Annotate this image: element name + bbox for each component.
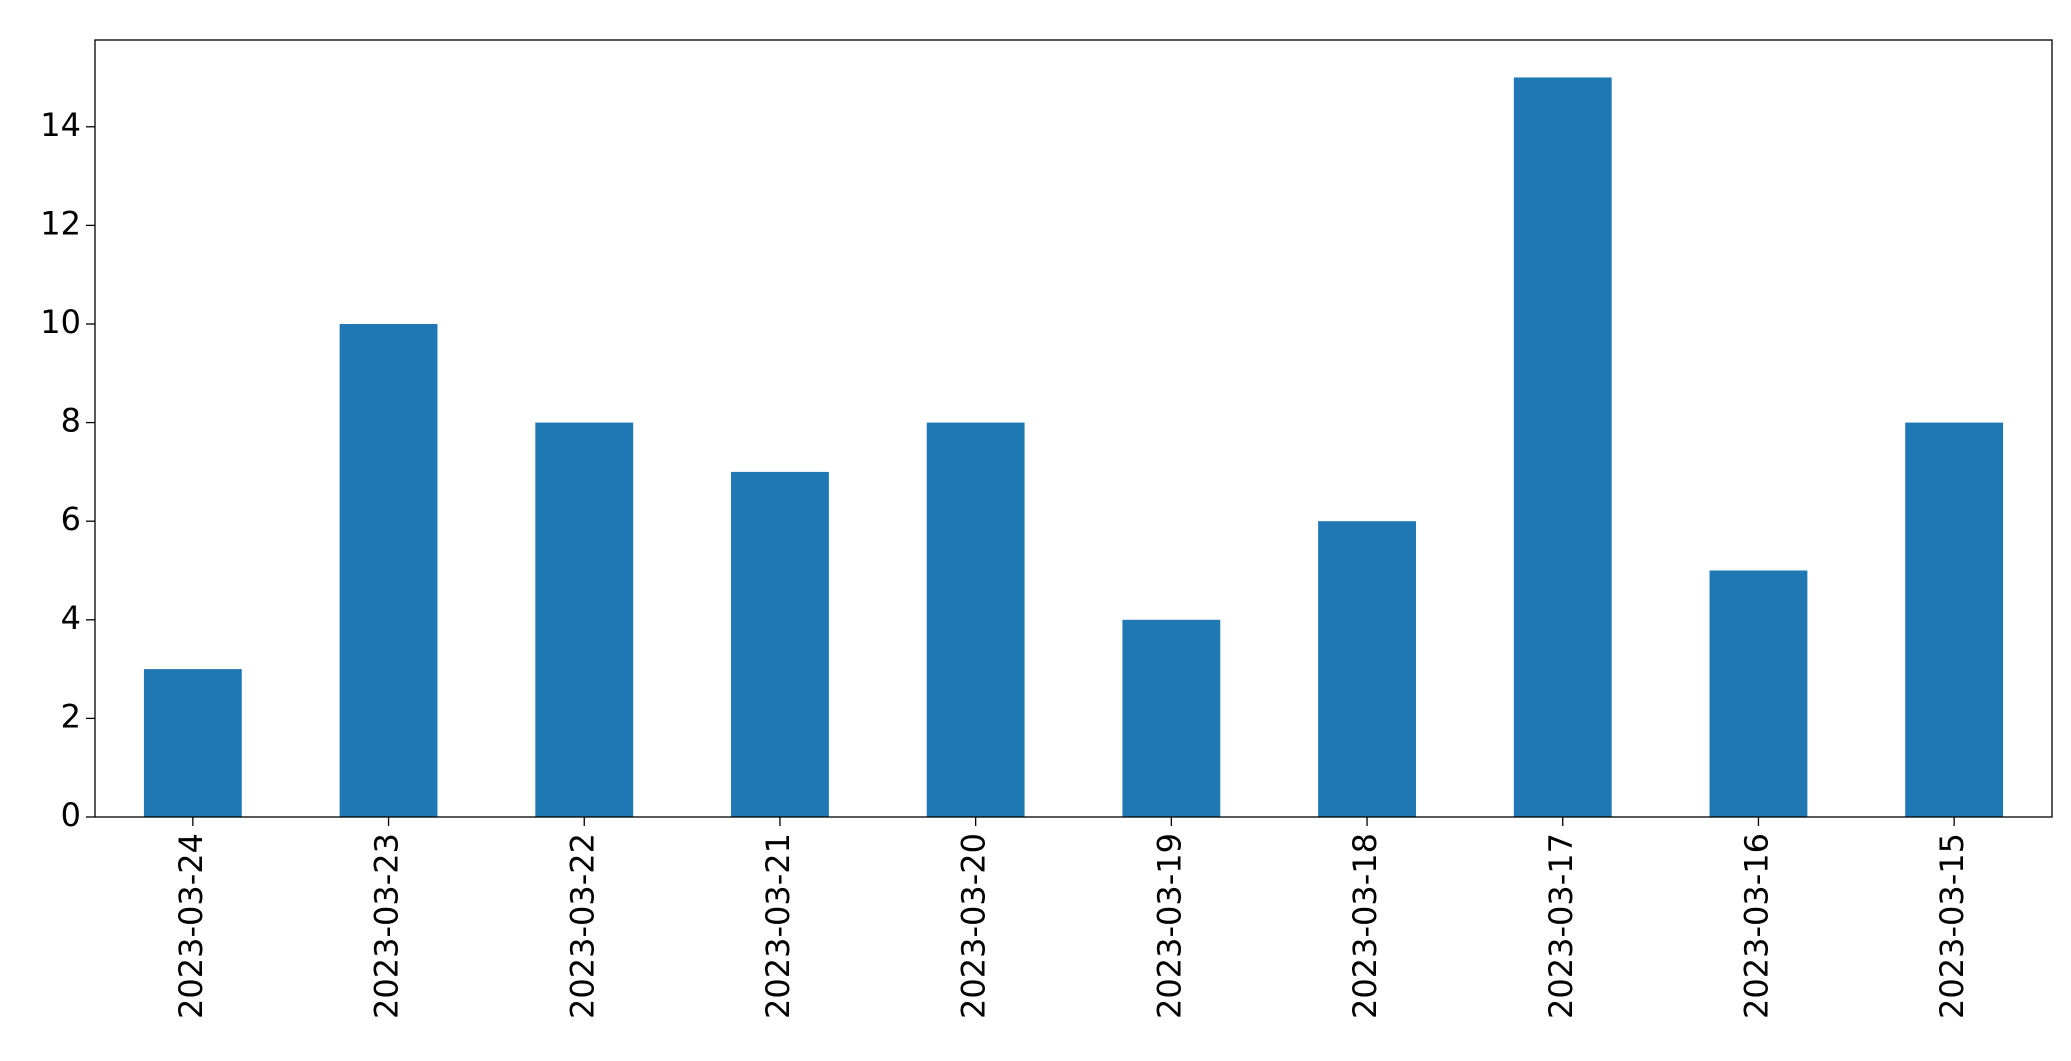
bar [1709, 570, 1808, 817]
x-tick-label: 2023-03-16 [1737, 833, 1775, 1019]
x-tick-label: 2023-03-17 [1542, 833, 1580, 1019]
y-tick-label: 8 [61, 402, 81, 440]
bar [1905, 422, 2004, 817]
y-tick-label: 6 [61, 500, 81, 538]
bar [339, 323, 438, 817]
y-tick-label: 10 [40, 303, 81, 341]
x-tick-label: 2023-03-18 [1346, 833, 1384, 1019]
bar [143, 669, 242, 817]
y-tick-label: 4 [61, 599, 81, 637]
bar [1122, 619, 1221, 817]
bar [1513, 77, 1612, 817]
bar [1318, 521, 1416, 817]
bar [926, 422, 1025, 817]
bar [731, 471, 829, 817]
y-tick-label: 14 [40, 106, 81, 144]
x-tick-label: 2023-03-23 [368, 833, 406, 1019]
x-tick-label: 2023-03-20 [955, 833, 993, 1019]
x-tick-label: 2023-03-15 [1933, 833, 1971, 1019]
y-tick-label: 12 [40, 204, 81, 242]
x-tick-label: 2023-03-22 [563, 833, 601, 1019]
x-tick-label: 2023-03-24 [172, 833, 210, 1019]
x-tick-label: 2023-03-21 [759, 833, 797, 1019]
y-tick-label: 0 [61, 796, 81, 834]
plot-frame [94, 39, 2053, 818]
x-tick-label: 2023-03-19 [1150, 833, 1188, 1019]
bar [535, 422, 634, 817]
y-tick-label: 2 [61, 697, 81, 735]
